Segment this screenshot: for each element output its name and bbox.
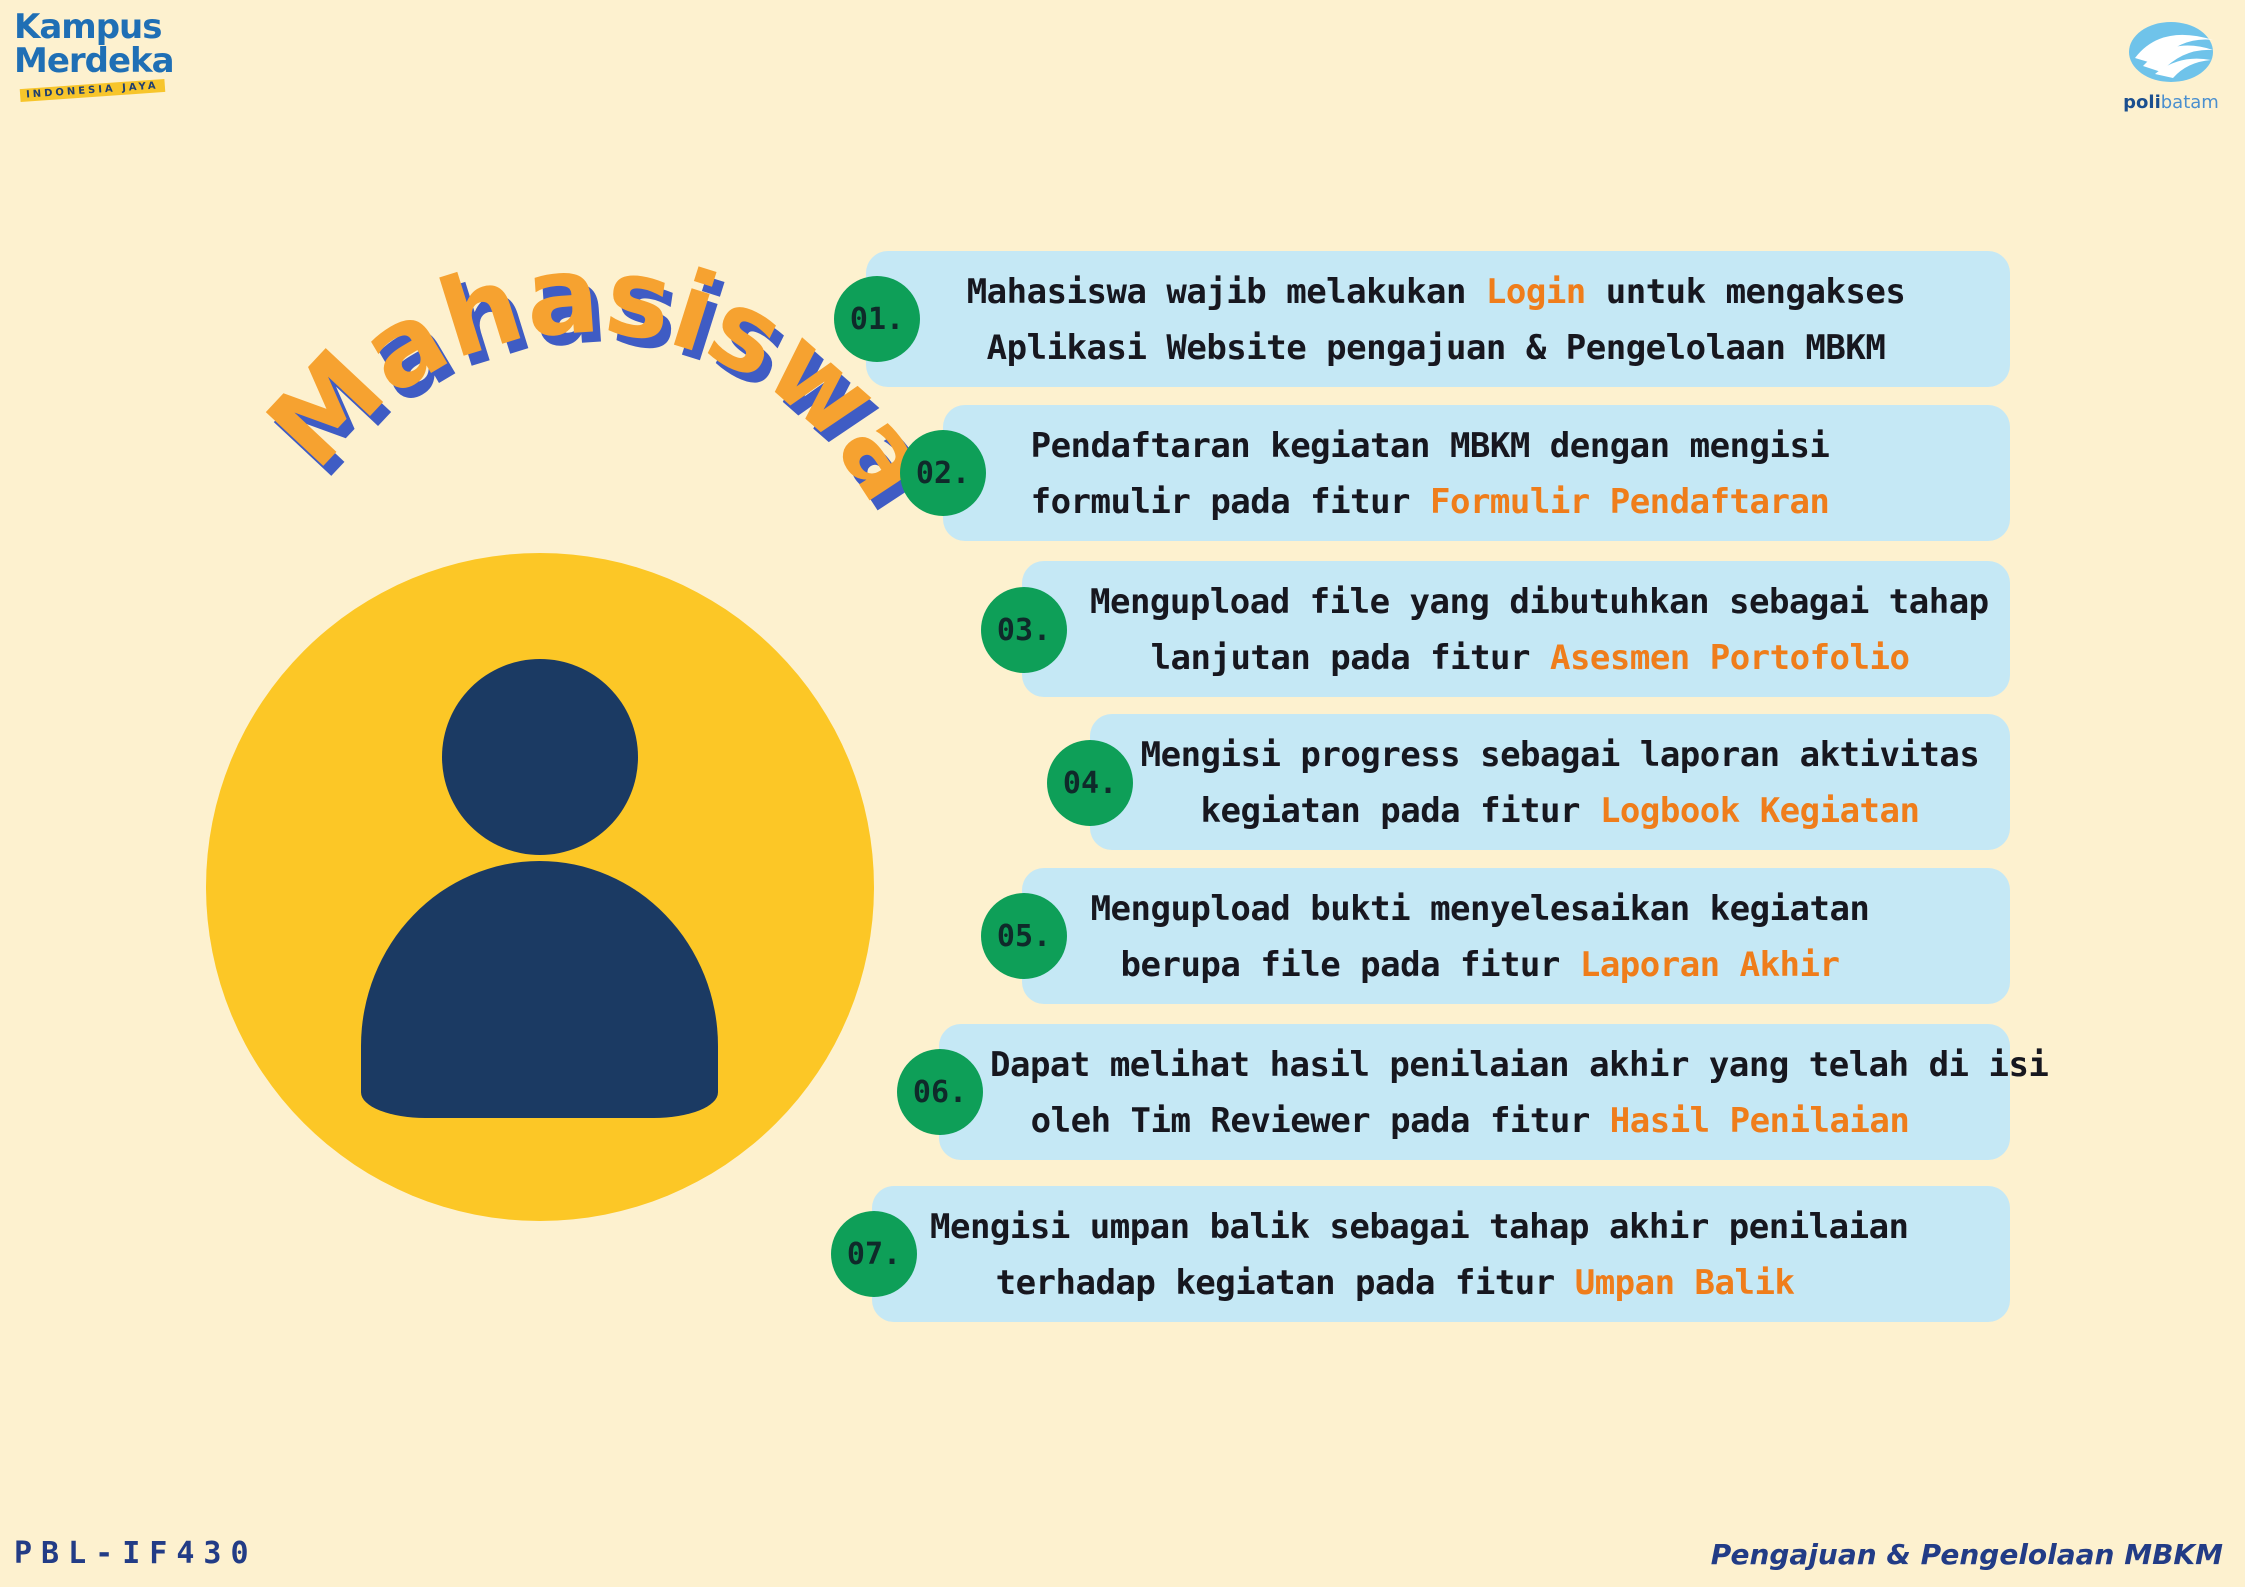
step-7-number-badge: 07. xyxy=(831,1211,917,1297)
step-4-line1: Mengisi progress sebagai laporan aktivit… xyxy=(1140,735,1980,775)
step-2-line1: Pendaftaran kegiatan MBKM dengan mengisi xyxy=(1030,426,1830,466)
user-avatar-head-icon xyxy=(442,659,638,855)
step-2-number-badge: 02. xyxy=(900,430,986,516)
step-7-line1: Mengisi umpan balik sebagai tahap akhir … xyxy=(930,1207,1909,1247)
step-4-line2: kegiatan pada fitur xyxy=(1200,791,1600,831)
step-5-highlight: Laporan Akhir xyxy=(1579,945,1840,985)
step-5-card xyxy=(1022,868,2010,1004)
polibatam-emblem-icon xyxy=(2129,22,2213,82)
step-1-line1-after: untuk mengakses xyxy=(1585,272,1906,312)
step-7-highlight: Umpan Balik xyxy=(1574,1263,1795,1303)
step-6-highlight: Hasil Penilaian xyxy=(1609,1101,1910,1141)
kampus-merdeka-logo: Kampus Merdeka INDONESIA JAYA xyxy=(14,10,204,110)
polibatam-prefix: poli xyxy=(2123,92,2161,113)
step-4-highlight: Logbook Kegiatan xyxy=(1599,791,1920,831)
step-3-number-badge: 03. xyxy=(981,587,1067,673)
footer-project-code: PBL-IF430 xyxy=(14,1536,258,1571)
logo-text-line1: Kampus xyxy=(14,7,163,47)
step-3-text: Mengupload file yang dibutuhkan sebagai … xyxy=(1090,574,1989,686)
step-2-text: Pendaftaran kegiatan MBKM dengan mengisi… xyxy=(1000,418,1860,530)
step-5-number-badge: 05. xyxy=(981,893,1067,979)
logo-text-line2: Merdeka xyxy=(14,41,175,81)
polibatam-wordmark: polibatam xyxy=(2111,92,2231,113)
step-4-text: Mengisi progress sebagai laporan aktivit… xyxy=(1140,727,1980,839)
step-4-number-badge: 04. xyxy=(1047,740,1133,826)
step-1-line2: Aplikasi Website pengajuan & Pengelolaan… xyxy=(986,328,1886,368)
step-7-text: Mengisi umpan balik sebagai tahap akhir … xyxy=(930,1199,1909,1311)
step-1-number-badge: 01. xyxy=(834,276,920,362)
step-6-line1: Dapat melihat hasil penilaian akhir yang… xyxy=(990,1045,2049,1085)
step-7-card xyxy=(872,1186,2010,1322)
step-2-highlight: Formulir Pendaftaran xyxy=(1430,482,1830,522)
footer-project-title: Pengajuan & Pengelolaan MBKM xyxy=(1710,1538,2223,1571)
step-3-card xyxy=(1022,561,2010,697)
step-2-line2: formulir pada fitur xyxy=(1030,482,1430,522)
step-5-line2: berupa file pada fitur xyxy=(1120,945,1580,985)
step-1-text: Mahasiswa wajib melakukan Login untuk me… xyxy=(936,264,1936,376)
step-1-card xyxy=(866,251,2010,387)
step-1-highlight: Login xyxy=(1485,272,1586,312)
step-6-line2: oleh Tim Reviewer pada fitur xyxy=(1030,1101,1610,1141)
step-5-line1: Mengupload bukti menyelesaikan kegiatan xyxy=(1090,889,1870,929)
step-6-card xyxy=(939,1024,2010,1160)
step-3-line1: Mengupload file yang dibutuhkan sebagai … xyxy=(1090,582,1989,622)
step-6-text: Dapat melihat hasil penilaian akhir yang… xyxy=(990,1037,2049,1149)
step-3-highlight: Asesmen Portofolio xyxy=(1549,638,1910,678)
step-4-card xyxy=(1090,714,2010,850)
step-6-number-badge: 06. xyxy=(897,1049,983,1135)
step-1-line1: Mahasiswa wajib melakukan xyxy=(966,272,1486,312)
step-7-line2: terhadap kegiatan pada fitur xyxy=(995,1263,1575,1303)
step-2-card xyxy=(943,405,2010,541)
polibatam-suffix: batam xyxy=(2160,92,2219,113)
step-3-line2: lanjutan pada fitur xyxy=(1150,638,1550,678)
step-5-text: Mengupload bukti menyelesaikan kegiatan … xyxy=(1080,881,1880,993)
polibatam-logo: polibatam xyxy=(2111,14,2231,114)
